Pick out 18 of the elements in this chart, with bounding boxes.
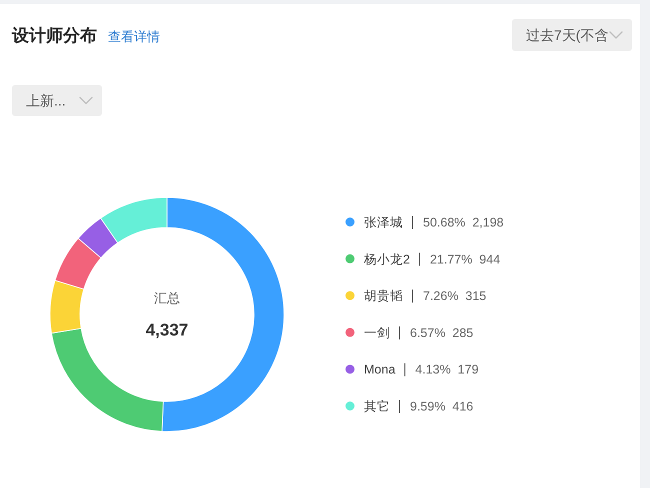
data-label: 50.68% 2,198 xyxy=(423,216,504,230)
data-label: 9.59% 416 xyxy=(410,400,474,414)
legend-label: 一剑 xyxy=(364,326,390,340)
legend-label: 胡贵韬 xyxy=(364,289,403,304)
data-label: 7.26% 315 xyxy=(423,289,486,304)
legend-label: 杨小龙2 xyxy=(363,252,410,266)
chart-title: 设计师分布 xyxy=(11,26,97,45)
text: 查看详情 xyxy=(108,29,160,44)
data-label: 21.77% 944 xyxy=(430,252,500,266)
text: 上新... xyxy=(26,92,66,108)
text: 4,337 xyxy=(146,320,188,340)
text: 过去7天(不含 xyxy=(526,27,608,43)
legend-label: Mona xyxy=(364,362,396,377)
data-label: 6.57% 285 xyxy=(410,326,474,340)
legend-label: 其它 xyxy=(364,398,390,414)
legend-label: 张泽城 xyxy=(364,216,403,230)
data-label: 4.13% 179 xyxy=(415,362,479,377)
text: 汇总 xyxy=(154,290,180,306)
